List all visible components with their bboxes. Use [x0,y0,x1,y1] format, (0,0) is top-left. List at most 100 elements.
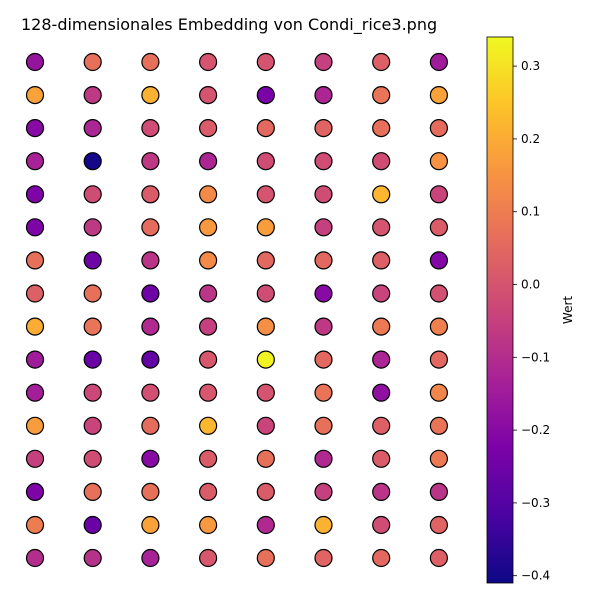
colorbar-tick-label: 0.2 [521,132,540,146]
embedding-point [314,284,333,303]
embedding-point [83,185,102,204]
embedding-point [199,218,218,237]
embedding-point [25,350,45,369]
embedding-point [372,482,391,501]
embedding-point [314,515,333,535]
embedding-point [25,515,45,535]
embedding-point [141,218,160,237]
embedding-point [141,52,160,72]
embedding-point [256,515,275,535]
embedding-point [83,284,102,303]
embedding-point [256,185,275,204]
embedding-point [83,218,102,237]
embedding-point [141,515,160,535]
embedding-point [199,185,218,204]
embedding-point [256,416,275,435]
embedding-point [199,350,218,369]
embedding-point [25,317,45,336]
embedding-point [372,449,391,468]
embedding-point [256,383,275,402]
embedding-point [25,185,45,204]
embedding-point [314,119,333,138]
colorbar-ticks: 0.3 0.2 0.1 0.0 −0.1 −0.2 −0.3 −0.4 [513,59,550,583]
embedding-point [83,515,102,535]
embedding-point [372,317,391,336]
embedding-point [372,185,391,204]
embedding-point [83,152,102,171]
embedding-point [141,251,160,270]
embedding-point [25,548,45,568]
embedding-point [429,185,448,204]
embedding-point [256,449,275,468]
embedding-point [429,416,448,435]
embedding-point [372,350,391,369]
embedding-point [314,218,333,237]
embedding-point [429,119,448,138]
colorbar-tick-label: −0.2 [521,423,550,437]
embedding-point [83,52,102,72]
embedding-point [199,548,218,568]
embedding-point [141,548,160,568]
embedding-point [314,52,333,72]
embedding-point [25,383,45,402]
colorbar-tick-label: 0.3 [521,59,540,73]
embedding-point [199,482,218,501]
embedding-point [199,515,218,535]
embedding-point [256,548,275,568]
embedding-point [83,85,102,105]
embedding-point [429,515,448,535]
embedding-point [256,251,275,270]
embedding-point [83,383,102,402]
embedding-point [141,383,160,402]
embedding-point [25,152,45,171]
embedding-point [141,350,160,369]
embedding-point [141,185,160,204]
embedding-point [141,482,160,501]
embedding-point [25,85,45,105]
embedding-point [256,52,275,72]
embedding-point [372,218,391,237]
embedding-point [199,85,218,105]
embedding-point [199,119,218,138]
embedding-point [141,119,160,138]
embedding-point [314,85,333,105]
embedding-point [314,251,333,270]
embedding-point [141,152,160,171]
embedding-point [429,449,448,468]
embedding-point [256,152,275,171]
embedding-point [256,482,275,501]
colorbar-tick-label: −0.4 [521,569,550,583]
embedding-point [429,284,448,303]
embedding-point [256,317,275,336]
embedding-point [25,251,45,270]
embedding-point [372,119,391,138]
embedding-point [256,350,275,369]
embedding-point [199,251,218,270]
embedding-point [83,119,102,138]
embedding-point [314,548,333,568]
embedding-point [83,350,102,369]
embedding-point [83,482,102,501]
embedding-point [372,548,391,568]
colorbar-tick-label: −0.3 [521,496,550,510]
embedding-point [372,152,391,171]
embedding-point [429,52,448,72]
embedding-point [429,350,448,369]
embedding-point [314,152,333,171]
embedding-point [25,284,45,303]
embedding-point [256,218,275,237]
embedding-point [25,218,45,237]
embedding-point [83,317,102,336]
colorbar-tick-label: 0.1 [521,205,540,219]
embedding-point [199,284,218,303]
chart-title: 128-dimensionales Embedding von Condi_ri… [21,15,437,35]
embedding-point [141,284,160,303]
embedding-point [314,185,333,204]
embedding-point [256,284,275,303]
embedding-point [314,350,333,369]
embedding-point [199,317,218,336]
embedding-point [429,218,448,237]
embedding-point [141,416,160,435]
embedding-point [199,449,218,468]
